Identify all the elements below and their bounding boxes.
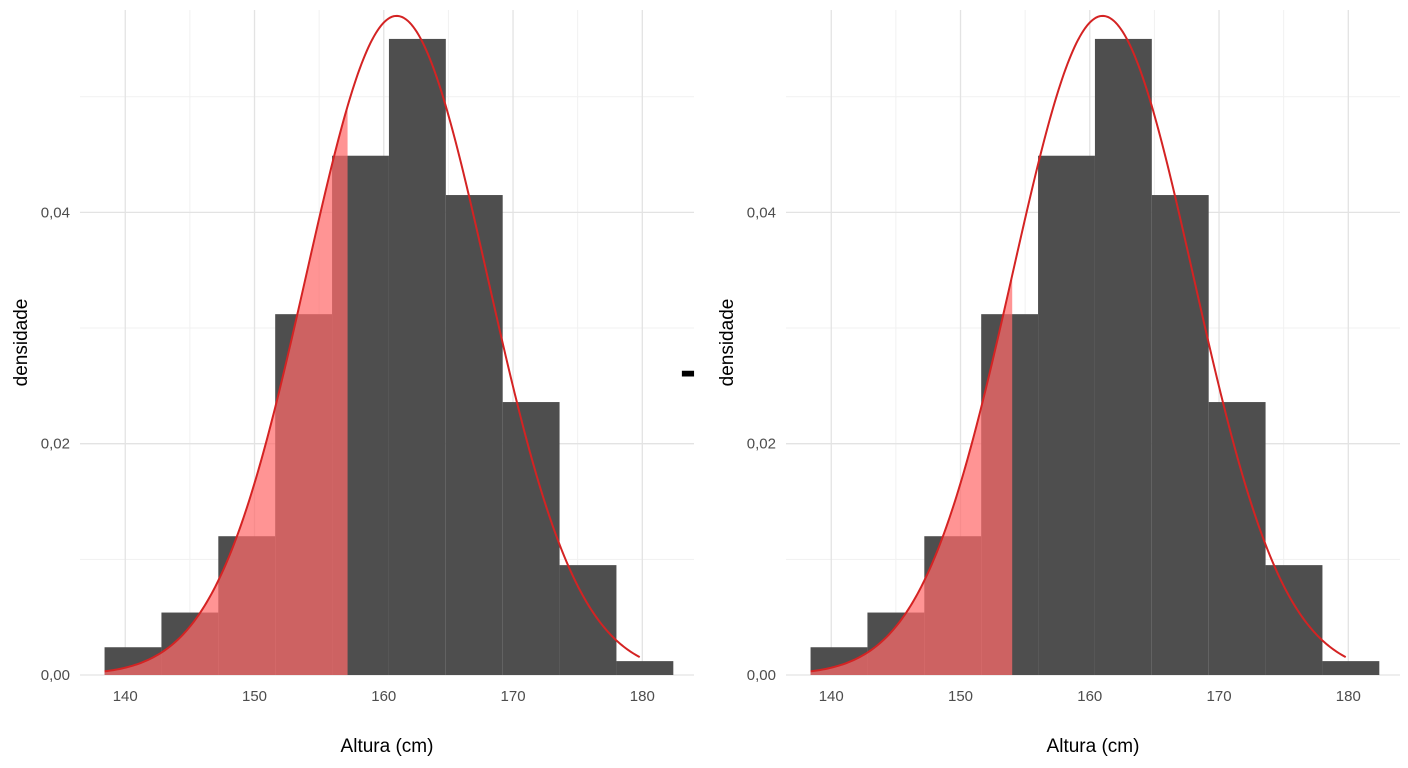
x-tick-label: 150 xyxy=(948,688,973,705)
density-curve xyxy=(810,14,1347,673)
histogram-bar xyxy=(1265,565,1323,675)
x-tick-label: 160 xyxy=(371,688,396,705)
x-axis-title: Altura (cm) xyxy=(341,736,434,757)
histogram-bar xyxy=(616,661,674,675)
shaded-probability-area xyxy=(104,106,348,676)
histogram-bar xyxy=(559,565,617,675)
y-axis-title: densidade xyxy=(717,299,738,387)
x-tick-label: 180 xyxy=(1336,688,1361,705)
histogram-bar xyxy=(445,195,503,676)
histogram-bar xyxy=(1322,661,1380,675)
x-tick-label: 180 xyxy=(630,688,655,705)
x-tick-label: 170 xyxy=(1207,688,1232,705)
shaded-probability-area xyxy=(810,275,1013,675)
histogram-bar xyxy=(1151,195,1209,676)
histogram-bar xyxy=(1038,155,1095,675)
histogram-bar xyxy=(502,402,560,675)
histogram-bar xyxy=(388,38,446,676)
y-tick-label: 0,00 xyxy=(41,667,70,684)
histogram-panel-right: 140 150 160 170 180 0,00 0,02 0,04 Altura (cm) de… xyxy=(717,10,1400,757)
x-axis-title: Altura (cm) xyxy=(1047,736,1140,757)
x-tick-label: 140 xyxy=(819,688,844,705)
y-tick-label: 0,04 xyxy=(747,204,776,221)
x-tick-label: 150 xyxy=(242,688,267,705)
y-tick-label: 0,02 xyxy=(747,436,776,453)
y-axis-title: densidade xyxy=(11,299,32,387)
x-tick-label: 170 xyxy=(501,688,526,705)
histogram-bar xyxy=(1094,38,1152,676)
histogram-panel-left: 140 150 160 170 180 0,00 0,02 0,04 Altura (cm) de… xyxy=(11,10,694,757)
y-tick-label: 0,00 xyxy=(747,667,776,684)
x-tick-label: 160 xyxy=(1077,688,1102,705)
x-tick-label: 140 xyxy=(113,688,138,705)
histogram-bar xyxy=(1208,402,1266,675)
density-curve xyxy=(104,14,641,673)
y-tick-label: 0,04 xyxy=(41,204,70,221)
minus-operator: - xyxy=(680,344,696,397)
y-tick-label: 0,02 xyxy=(41,436,70,453)
